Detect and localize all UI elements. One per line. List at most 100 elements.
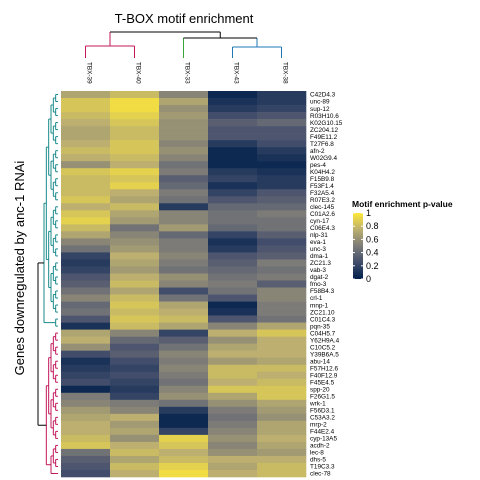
heatmap-cell — [208, 301, 258, 309]
row-label: C01C4.3 — [310, 316, 336, 323]
heatmap-cell — [159, 266, 209, 274]
heatmap-cell — [61, 231, 111, 239]
heatmap-cell — [208, 364, 258, 373]
heatmap-cell — [208, 329, 258, 337]
column-label: TBX-43 — [233, 62, 240, 84]
heatmap-cell — [257, 168, 307, 176]
row-dendrogram — [37, 94, 58, 474]
row-label: F15B9.8 — [310, 176, 335, 183]
heatmap-cell — [257, 231, 307, 239]
heatmap-cell — [257, 161, 307, 169]
heatmap-cell — [110, 280, 160, 288]
heatmap-cell — [208, 378, 258, 387]
heatmap-cell — [208, 245, 258, 253]
heatmap-cell — [61, 119, 111, 127]
heatmap-cell — [159, 413, 209, 422]
heatmap-cell — [208, 441, 258, 450]
row-label: F26G1.5 — [310, 393, 335, 400]
heatmap-cell — [110, 336, 160, 344]
heatmap-cell — [61, 126, 111, 134]
heatmap-cell — [159, 119, 209, 127]
heatmap-cell — [159, 105, 209, 113]
row-label: pes-4 — [310, 162, 326, 169]
row-label: T19C3.3 — [310, 464, 335, 471]
heatmap-cell — [257, 287, 307, 295]
heatmap-cell — [110, 217, 160, 225]
row-label: F44E2.4 — [310, 429, 335, 436]
row-label: C53A3.2 — [310, 415, 335, 422]
heatmap-cell — [159, 343, 209, 351]
heatmap-cell — [208, 434, 258, 443]
row-label: ZC21.3 — [310, 260, 331, 267]
legend-ticks: 1 0.8 0.6 0.4 0.2 0 — [353, 208, 379, 284]
heatmap-cell — [110, 364, 160, 373]
heatmap-cell — [208, 336, 258, 344]
heatmap-cell — [159, 322, 209, 330]
heatmap-cell — [159, 210, 209, 218]
heatmap-cell — [159, 161, 209, 169]
heatmap-cell — [208, 343, 258, 351]
row-label: W02G9.4 — [310, 155, 337, 162]
heatmap-cell — [159, 147, 209, 155]
heatmap-cell — [208, 98, 258, 106]
heatmap-cell — [257, 448, 307, 457]
legend-tick-label: 0.8 — [366, 221, 379, 231]
heatmap-cell — [257, 308, 307, 316]
heatmap-cell — [110, 147, 160, 155]
heatmap-cell — [208, 105, 258, 113]
heatmap-cell — [208, 315, 258, 323]
heatmap-cell — [208, 168, 258, 176]
row-label: mrp-2 — [310, 422, 327, 429]
row-label: afn-2 — [310, 148, 325, 155]
heatmap-cell — [159, 441, 209, 450]
row-labels: C42D4.3unc-89sup-12R03H10.6K02G10.15ZC20… — [309, 92, 343, 478]
row-label: clec-145 — [310, 204, 335, 211]
row-label: pqn-35 — [310, 323, 330, 330]
heatmap-cell — [61, 294, 111, 302]
heatmap-cell — [257, 133, 307, 141]
heatmap-cell — [159, 245, 209, 253]
heatmap-cell — [110, 343, 160, 351]
heatmap-cell — [208, 126, 258, 134]
heatmap-cell — [257, 273, 307, 281]
heatmap-cell — [208, 280, 258, 288]
heatmap-cell — [61, 287, 111, 295]
heatmap-cell — [110, 182, 160, 190]
heatmap-cell — [159, 385, 209, 394]
heatmap-cells — [61, 91, 307, 478]
heatmap-cell — [61, 105, 111, 113]
row-label: nlp-31 — [310, 232, 328, 239]
heatmap-cell — [257, 315, 307, 323]
heatmap-cell — [110, 266, 160, 274]
heatmap-cell — [208, 420, 258, 429]
heatmap-cell — [257, 245, 307, 253]
heatmap-cell — [257, 455, 307, 464]
heatmap-cell — [61, 266, 111, 274]
heatmap-cell — [159, 406, 209, 415]
heatmap-cell — [257, 406, 307, 415]
heatmap-cell — [257, 399, 307, 408]
row-label: K02G10.15 — [310, 120, 343, 127]
heatmap-cell — [110, 315, 160, 323]
row-label: C10C5.2 — [310, 344, 336, 351]
row-label: crl-1 — [310, 295, 323, 302]
heatmap-cell — [61, 273, 111, 281]
heatmap-cell — [257, 210, 307, 218]
heatmap-cell — [208, 259, 258, 267]
heatmap-cell — [257, 189, 307, 197]
heatmap-cell — [208, 308, 258, 316]
heatmap-cell — [61, 434, 111, 443]
heatmap-cell — [110, 273, 160, 281]
heatmap-cell — [159, 91, 209, 99]
heatmap-cell — [208, 406, 258, 415]
heatmap-cell — [208, 322, 258, 330]
heatmap-cell — [61, 224, 111, 232]
heatmap-cell — [61, 406, 111, 415]
heatmap-cell — [257, 154, 307, 162]
heatmap-cell — [208, 252, 258, 260]
heatmap-cell — [110, 448, 160, 457]
heatmap-cell — [61, 322, 111, 330]
heatmap-cell — [61, 469, 111, 478]
heatmap-cell — [208, 112, 258, 120]
row-label: F58B4.3 — [310, 288, 335, 295]
